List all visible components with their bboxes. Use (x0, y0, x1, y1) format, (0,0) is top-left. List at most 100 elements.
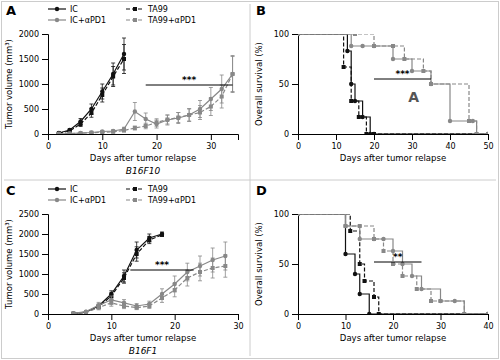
data-point (372, 237, 376, 241)
data-point (147, 238, 151, 242)
data-point (122, 57, 126, 61)
axis-line (299, 315, 489, 321)
tick-mark (211, 134, 212, 140)
tick-mark (346, 314, 347, 320)
tick-label: 2000 (19, 230, 39, 239)
data-point (165, 118, 169, 122)
series-line (73, 266, 225, 314)
data-point (220, 95, 224, 99)
series (298, 34, 488, 134)
data-point (223, 264, 227, 268)
data-point (111, 130, 115, 134)
error-bar (144, 123, 148, 129)
legend-item: TA99 (126, 185, 168, 194)
tick: 30 (436, 314, 446, 331)
marks (57, 38, 235, 134)
panel-label: B (256, 3, 266, 18)
data-point (410, 69, 414, 73)
data-point (367, 312, 371, 314)
data-point (462, 312, 466, 314)
tick-mark (488, 134, 489, 140)
figure-border (2, 2, 499, 359)
data-point (57, 131, 61, 134)
error-bar (176, 113, 180, 123)
x-axis-title: Days after tumor relapse (90, 153, 196, 163)
data-point (358, 224, 362, 228)
tick-mark (42, 109, 48, 110)
data-point (360, 44, 364, 48)
tick-label: 20 (388, 322, 398, 331)
data-point (122, 304, 126, 308)
tick-label: 20 (152, 142, 162, 151)
data-point (57, 131, 61, 134)
tick-mark (42, 214, 48, 215)
axis-line (42, 35, 49, 135)
tick: 20 (369, 134, 379, 151)
series-line (298, 214, 488, 314)
legend-marker (133, 187, 137, 191)
legend-item: IC (48, 5, 78, 14)
tick: 20 (388, 314, 398, 331)
data-point (357, 115, 361, 119)
data-point (84, 309, 88, 313)
tick-mark (157, 134, 158, 140)
tick: 0 (34, 310, 48, 319)
legend-item: TA99 (126, 5, 168, 14)
tick: 2000 (19, 30, 48, 39)
data-point (345, 49, 349, 53)
data-point (155, 121, 159, 125)
y-axis-title: Tumor volume (mm³) (4, 219, 14, 310)
data-point (160, 233, 164, 237)
data-point (486, 312, 488, 314)
tick-label: 500 (24, 105, 39, 114)
data-point (349, 99, 353, 103)
series (57, 56, 235, 135)
data-point (342, 65, 346, 69)
data-point (100, 129, 104, 133)
tick: 40 (483, 314, 493, 331)
error-bar (173, 283, 177, 297)
data-point (391, 44, 395, 48)
data-point (377, 312, 381, 314)
plot-area: 01020304050050100Days after tumor relaps… (254, 30, 494, 163)
series (298, 34, 488, 134)
tick-label: 10 (341, 322, 351, 331)
significance-label: *** (155, 260, 169, 270)
tick: 100 (274, 210, 298, 219)
tick: 1000 (19, 80, 48, 89)
tick-mark (42, 234, 48, 235)
y-axis-title: Overall survival (%) (254, 42, 264, 126)
series-line (298, 34, 488, 134)
error-bar (198, 106, 202, 120)
tick-label: 30 (436, 322, 446, 331)
legend-item: IC (48, 185, 78, 194)
tick-label: 0 (284, 310, 289, 319)
tick-mark (393, 314, 394, 320)
tick-mark (42, 254, 48, 255)
data-point (68, 132, 72, 134)
error-bar (223, 255, 227, 277)
error-bar (122, 45, 126, 74)
error-bar (211, 258, 215, 278)
series-line (298, 214, 488, 314)
data-point (402, 57, 406, 61)
subtitle: B16F10 (126, 166, 161, 176)
error-bar (185, 270, 189, 286)
significance-label: *** (182, 75, 196, 85)
data-point (97, 305, 101, 309)
tick-label: 0 (46, 142, 51, 151)
data-point (298, 214, 300, 216)
panel: 01020300500100015002000Days after tumor … (4, 3, 239, 176)
panel-label: A (6, 3, 16, 18)
data-point (475, 132, 479, 134)
y-axis: 05001000150020002500 (19, 210, 49, 319)
data-point (173, 288, 177, 292)
y-axis: 0500100015002000 (19, 30, 49, 139)
series (298, 214, 488, 314)
tick-mark (102, 134, 103, 140)
error-bar (160, 294, 164, 303)
legend-item: IC+αPD1 (48, 16, 106, 25)
data-point (144, 117, 148, 121)
tick-mark (450, 134, 451, 140)
data-point (209, 105, 213, 109)
